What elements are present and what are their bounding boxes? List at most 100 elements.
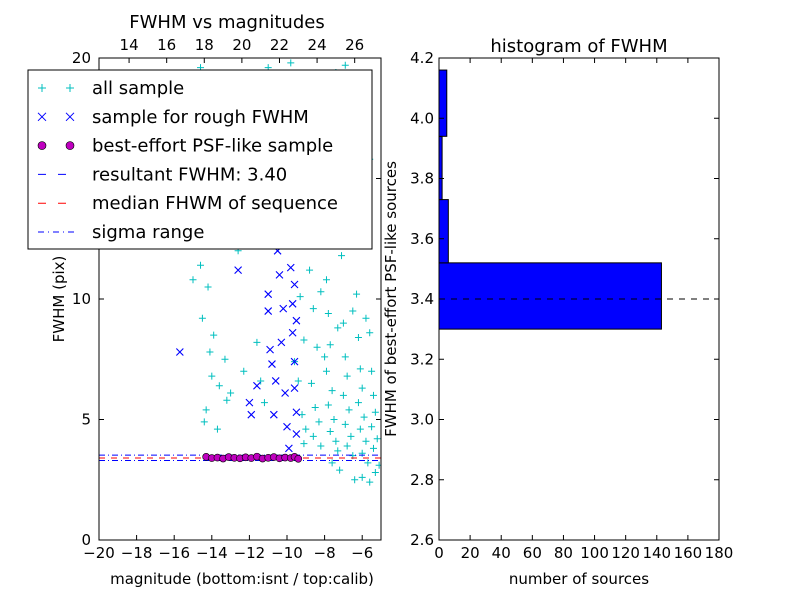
all-sample-point: [302, 425, 310, 433]
all-sample-point: [366, 478, 374, 486]
all-sample-point: [328, 459, 336, 467]
x-tick-label: 160: [674, 544, 703, 562]
all-sample-point: [198, 314, 206, 322]
rough-sample-point: [275, 271, 284, 279]
all-sample-point: [360, 413, 368, 421]
x-tick-label: 0: [434, 544, 444, 562]
all-sample-point: [358, 449, 366, 457]
rough-sample-point: [279, 304, 288, 313]
rough-sample-point: [268, 360, 276, 368]
all-sample-point: [298, 411, 306, 419]
rough-sample-point: [269, 410, 278, 419]
all-sample-point: [322, 276, 330, 284]
all-sample-point: [368, 423, 376, 431]
all-sample-point: [257, 377, 265, 385]
rough-sample-point: [175, 348, 184, 356]
y-tick-label: 3.2: [410, 350, 434, 368]
top-tick-label: 22: [270, 36, 289, 54]
all-sample-point: [313, 343, 321, 351]
all-sample-point: [354, 334, 362, 342]
legend-marker: [66, 84, 74, 92]
all-sample-point: [339, 391, 347, 399]
top-axis-ticks: 14 16 18 20 22 24 26: [120, 36, 364, 63]
all-sample-point: [309, 305, 317, 313]
all-sample-point: [334, 324, 342, 332]
legend-label: all sample: [92, 78, 184, 99]
rough-sample-point: [290, 357, 299, 366]
histogram-plot-area: [438, 69, 709, 330]
all-sample-point: [356, 365, 364, 373]
all-sample-point: [358, 473, 366, 481]
legend-entry: sigma range: [38, 222, 204, 243]
legend: all sample sample for rough FWHM best-effo…: [27, 69, 373, 250]
scatter-y-axis-label: FWHM (pix): [50, 256, 68, 343]
all-sample-point: [215, 382, 223, 390]
histogram-bar: [438, 262, 662, 330]
legend-label: sigma range: [92, 222, 204, 243]
legend-label: best-effort PSF-like sample: [92, 136, 333, 157]
rough-sample-point: [247, 410, 256, 419]
all-sample-point: [322, 367, 330, 375]
y-tick-label: 20: [72, 49, 91, 67]
all-sample-point: [300, 440, 308, 448]
all-sample-point: [364, 459, 372, 467]
x-tick-label: −14: [196, 544, 228, 562]
all-sample-point: [336, 466, 344, 474]
scatter-x-axis-label: magnitude (bottom:isnt / top:calib): [110, 570, 374, 588]
rough-sample-point: [286, 263, 295, 272]
all-sample-point: [189, 276, 197, 284]
all-sample-point: [356, 425, 364, 433]
y-tick-label: 4.2: [410, 49, 434, 67]
psf-sample-point: [294, 454, 303, 463]
all-sample-point: [341, 61, 349, 69]
all-sample-point: [240, 367, 248, 375]
all-sample-point: [321, 353, 329, 361]
all-sample-point: [294, 377, 302, 385]
all-sample-point: [326, 341, 334, 349]
top-tick-label: 16: [157, 36, 176, 54]
all-sample-point: [287, 59, 295, 67]
y-tick-label: 5: [81, 411, 91, 429]
all-sample-point: [369, 391, 377, 399]
histogram-title: histogram of FWHM: [490, 36, 667, 57]
legend-box: [27, 69, 373, 250]
x-tick-label: 60: [523, 544, 542, 562]
all-sample-point: [315, 418, 323, 426]
x-tick-label: −12: [234, 544, 266, 562]
rough-sample-point: [290, 384, 299, 393]
rough-sample-point: [245, 398, 254, 407]
legend-marker: [37, 112, 47, 122]
histogram-panel: histogram of FWHM 0 20 40 60 80 100 120 140 160 1…: [382, 36, 733, 588]
x-tick-label: 140: [642, 544, 671, 562]
rough-sample-point: [264, 290, 273, 299]
top-tick-label: 14: [120, 36, 139, 54]
x-tick-label: −8: [314, 544, 336, 562]
all-sample-point: [368, 367, 376, 375]
legend-marker: [65, 112, 75, 122]
all-sample-point: [366, 329, 374, 337]
histogram-axes: 0 20 40 60 80 100 120 140 160 180 2.6 2.8 3.0 3.2 3.4 3…: [410, 49, 733, 562]
rough-sample-point: [264, 307, 273, 315]
top-tick-label: 26: [345, 36, 364, 54]
rough-sample-point: [271, 377, 280, 385]
all-sample-point: [296, 293, 304, 301]
histogram-bar: [438, 199, 449, 264]
all-sample-point: [317, 442, 325, 450]
legend-entry: median FHWM of sequence: [38, 193, 338, 214]
x-tick-label: −20: [83, 544, 115, 562]
y-tick-label: 4.0: [410, 109, 434, 127]
all-sample-point: [300, 336, 308, 344]
all-sample-point: [200, 418, 208, 426]
x-tick-label: −16: [158, 544, 190, 562]
legend-marker: [37, 141, 47, 150]
y-tick-label: 3.0: [410, 411, 434, 429]
x-tick-label: 20: [461, 544, 480, 562]
all-sample-point: [351, 476, 359, 484]
top-tick-label: 18: [195, 36, 214, 54]
all-sample-point: [353, 290, 361, 298]
all-sample-point: [362, 437, 370, 445]
histogram-y-axis-label: FWHM of best-effort PSF-like sources: [382, 161, 400, 437]
rough-sample-point: [290, 280, 299, 289]
x-tick-label: 120: [611, 544, 640, 562]
x-tick-label: −18: [121, 544, 153, 562]
